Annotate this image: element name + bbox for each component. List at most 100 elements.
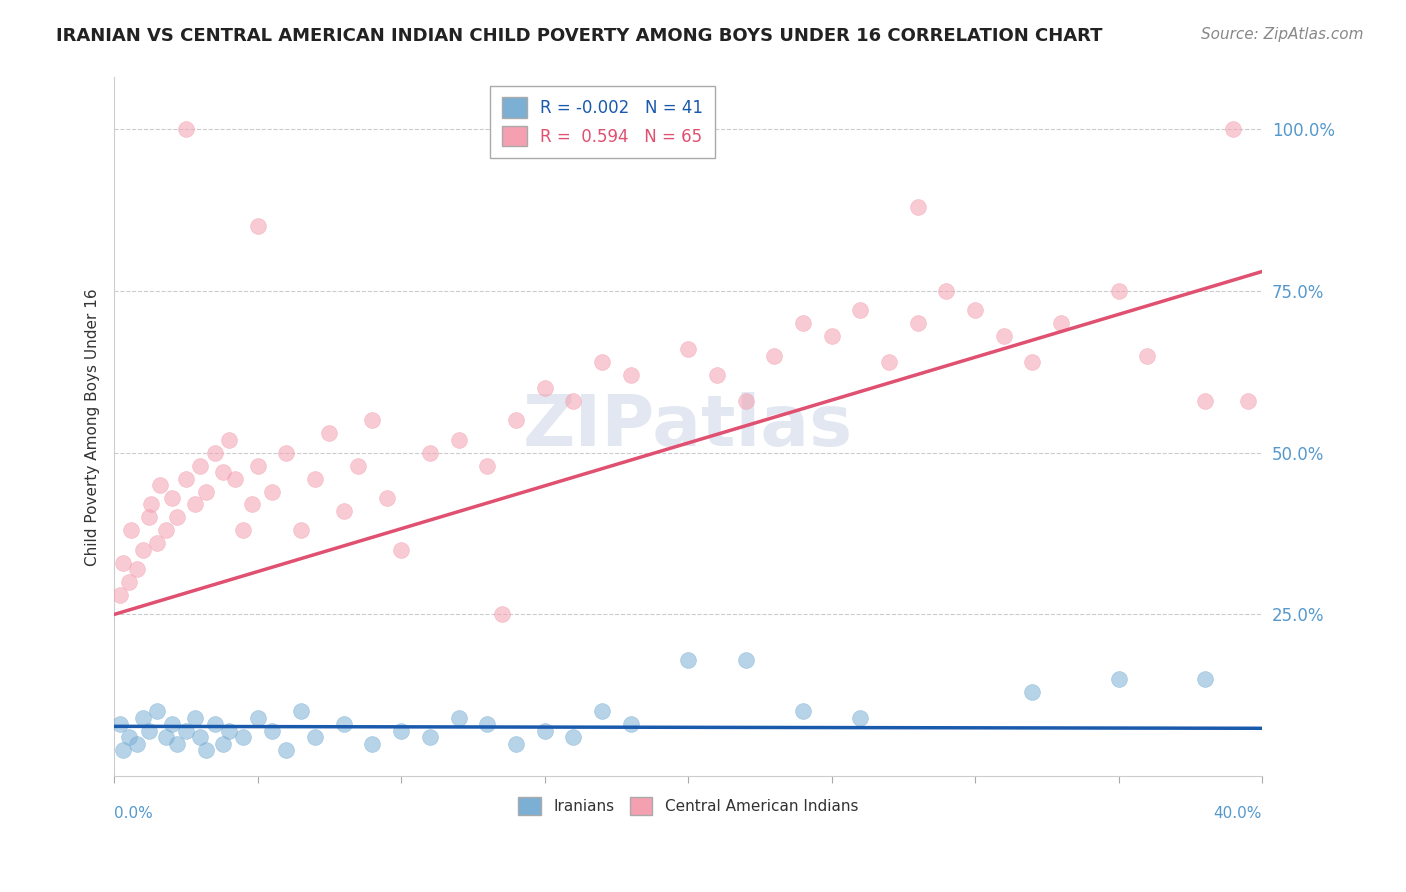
Text: IRANIAN VS CENTRAL AMERICAN INDIAN CHILD POVERTY AMONG BOYS UNDER 16 CORRELATION: IRANIAN VS CENTRAL AMERICAN INDIAN CHILD…	[56, 27, 1102, 45]
Point	[218, 433, 240, 447]
Point	[276, 445, 298, 459]
Point	[505, 737, 527, 751]
Point	[111, 556, 134, 570]
Point	[1021, 355, 1043, 369]
Point	[195, 743, 218, 757]
Point	[108, 717, 131, 731]
Point	[1222, 122, 1244, 136]
Point	[505, 413, 527, 427]
Point	[1108, 284, 1130, 298]
Point	[993, 329, 1015, 343]
Point	[965, 303, 987, 318]
Point	[1021, 685, 1043, 699]
Point	[117, 731, 139, 745]
Point	[240, 498, 263, 512]
Point	[290, 524, 312, 538]
Point	[620, 717, 643, 731]
Point	[849, 303, 872, 318]
Point	[676, 342, 699, 356]
Point	[792, 316, 814, 330]
Point	[183, 498, 205, 512]
Point	[304, 472, 326, 486]
Point	[260, 484, 283, 499]
Point	[347, 458, 370, 473]
Point	[361, 413, 384, 427]
Point	[246, 711, 269, 725]
Point	[132, 542, 155, 557]
Point	[155, 731, 177, 745]
Point	[127, 737, 149, 751]
Point	[877, 355, 900, 369]
Point	[218, 723, 240, 738]
Point	[146, 536, 169, 550]
Point	[155, 524, 177, 538]
Point	[117, 575, 139, 590]
Point	[1194, 672, 1216, 686]
Point	[419, 731, 441, 745]
Point	[820, 329, 842, 343]
Point	[318, 426, 340, 441]
Point	[332, 717, 354, 731]
Point	[1050, 316, 1073, 330]
Point	[166, 737, 188, 751]
Point	[447, 711, 470, 725]
Point	[734, 653, 756, 667]
Point	[562, 393, 585, 408]
Point	[620, 368, 643, 382]
Point	[195, 484, 218, 499]
Point	[146, 705, 169, 719]
Point	[907, 200, 929, 214]
Point	[138, 510, 160, 524]
Point	[447, 433, 470, 447]
Text: ZIPatlas: ZIPatlas	[523, 392, 853, 461]
Point	[591, 355, 613, 369]
Point	[332, 504, 354, 518]
Point	[276, 743, 298, 757]
Point	[477, 717, 499, 731]
Point	[361, 737, 384, 751]
Point	[1108, 672, 1130, 686]
Text: 0.0%: 0.0%	[114, 806, 153, 822]
Point	[232, 524, 254, 538]
Point	[1236, 393, 1258, 408]
Point	[132, 711, 155, 725]
Point	[138, 723, 160, 738]
Point	[246, 458, 269, 473]
Point	[149, 478, 172, 492]
Point	[160, 717, 183, 731]
Point	[174, 472, 197, 486]
Point	[204, 445, 226, 459]
Point	[792, 705, 814, 719]
Legend: Iranians, Central American Indians: Iranians, Central American Indians	[509, 788, 868, 824]
Point	[120, 524, 142, 538]
Point	[935, 284, 957, 298]
Point	[246, 219, 269, 234]
Point	[188, 458, 211, 473]
Point	[676, 653, 699, 667]
Point	[1136, 349, 1159, 363]
Y-axis label: Child Poverty Among Boys Under 16: Child Poverty Among Boys Under 16	[86, 288, 100, 566]
Point	[232, 731, 254, 745]
Text: 40.0%: 40.0%	[1213, 806, 1263, 822]
Point	[212, 465, 235, 479]
Point	[375, 491, 398, 505]
Point	[562, 731, 585, 745]
Point	[849, 711, 872, 725]
Point	[591, 705, 613, 719]
Point	[174, 122, 197, 136]
Text: Source: ZipAtlas.com: Source: ZipAtlas.com	[1201, 27, 1364, 42]
Point	[188, 731, 211, 745]
Point	[477, 458, 499, 473]
Point	[290, 705, 312, 719]
Point	[1194, 393, 1216, 408]
Point	[533, 723, 555, 738]
Point	[907, 316, 929, 330]
Point	[389, 542, 412, 557]
Point	[174, 723, 197, 738]
Point	[160, 491, 183, 505]
Point	[389, 723, 412, 738]
Point	[260, 723, 283, 738]
Point	[734, 393, 756, 408]
Point	[127, 562, 149, 576]
Point	[141, 498, 163, 512]
